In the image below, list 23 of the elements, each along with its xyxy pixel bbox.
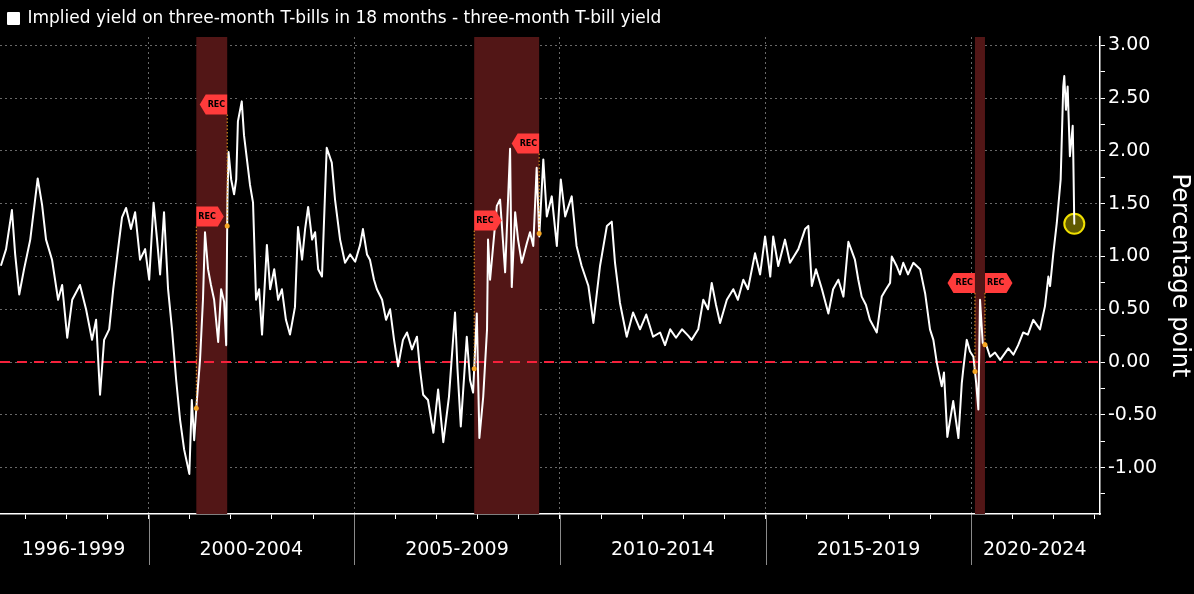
annotation: REC xyxy=(198,211,216,221)
y-axis-title: Percentage point xyxy=(1167,173,1194,378)
x-tick-label: 2020-2024 xyxy=(982,537,1087,560)
y-tick-label: 3.00 xyxy=(1108,32,1151,55)
annotation: REC xyxy=(476,216,494,226)
x-tick-label: 2015-2019 xyxy=(816,537,921,560)
y-tick-label: -0.50 xyxy=(1108,401,1158,424)
y-tick-label: 2.50 xyxy=(1108,85,1151,108)
annotation: REC xyxy=(519,139,538,149)
x-tick-label: 2000-2004 xyxy=(199,537,304,560)
annotation: REC xyxy=(207,100,226,110)
x-tick-label: 1996-1999 xyxy=(21,537,126,560)
y-tick-label: 0.00 xyxy=(1108,348,1151,371)
annotation: REC xyxy=(955,278,974,288)
y-tick-label: -1.00 xyxy=(1108,454,1158,477)
legend-label: Implied yield on three-month T-bills in 18 months - three-month T-bill yield xyxy=(27,6,662,27)
y-tick-label: 2.00 xyxy=(1108,137,1151,160)
y-tick-label: 1.00 xyxy=(1108,243,1151,266)
x-tick-label: 2010-2014 xyxy=(610,537,715,560)
y-tick-label: 1.50 xyxy=(1108,190,1151,213)
y-tick-label: 0.50 xyxy=(1108,296,1151,319)
annotation: REC xyxy=(986,278,1005,288)
x-tick-label: 2005-2009 xyxy=(405,537,509,560)
